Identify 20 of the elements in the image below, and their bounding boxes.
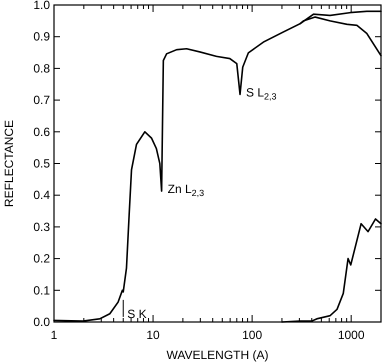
x-tick-label: 100 [242, 328, 262, 342]
y-tick-label: 0.6 [33, 124, 50, 139]
annotation: S L$_{2,3}$ [246, 85, 277, 102]
y-tick-label: 0.5 [33, 156, 50, 170]
x-tick-label: 1000 [338, 328, 365, 342]
y-tick-label: 0.0 [33, 315, 50, 329]
y-tick-label: 0.7 [33, 93, 50, 108]
x-axis-title: WAVELENGTH (A) [166, 348, 269, 362]
annotation: S K [127, 306, 147, 321]
annotation: Zn L$_{2,3}$ [168, 182, 204, 198]
y-tick-label: 0.2 [33, 252, 50, 266]
y-axis-title: REFLECTANCE [2, 120, 16, 208]
x-tick-label: 10 [146, 328, 160, 342]
y-tick-label: 0.3 [33, 220, 50, 234]
y-tick-label: 0.8 [33, 61, 50, 76]
y-tick-label: 1.0 [33, 0, 50, 12]
x-tick-label: 1 [50, 328, 58, 342]
y-tick-label: 0.9 [33, 30, 50, 44]
y-tick-label: 0.4 [33, 188, 50, 202]
y-tick-label: 0.1 [33, 283, 50, 298]
